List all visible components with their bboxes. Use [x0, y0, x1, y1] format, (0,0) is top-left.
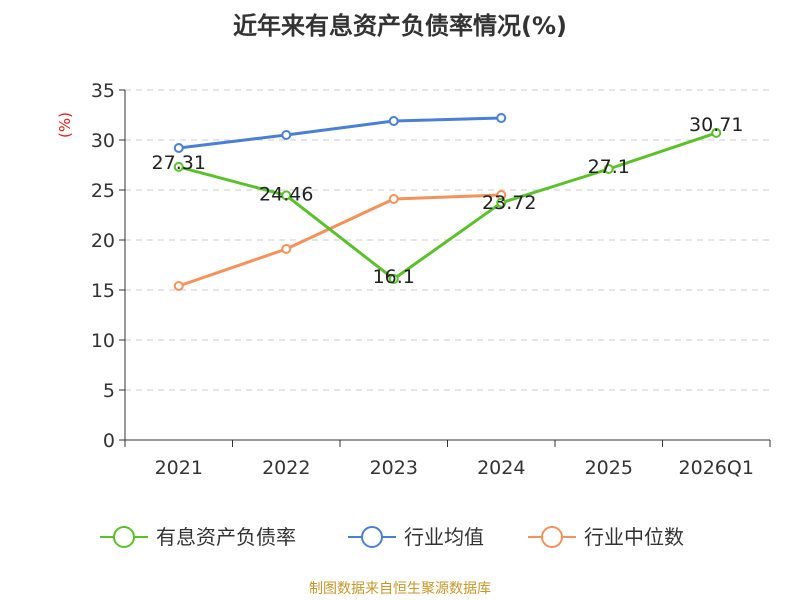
legend-marker — [361, 526, 383, 548]
legend-marker — [113, 526, 135, 548]
data-label: 30.71 — [689, 114, 743, 136]
legend[interactable]: 有息资产负债率 行业均值 行业中位数 — [100, 525, 684, 549]
x-tick-label: 2025 — [585, 457, 633, 479]
data-point — [281, 190, 292, 201]
data-label: 16.1 — [373, 266, 415, 288]
y-tick-label: 30 — [91, 130, 115, 152]
data-point — [173, 281, 184, 291]
series-lines — [173, 113, 722, 291]
series-line — [178, 193, 502, 288]
data-label: 27.31 — [152, 152, 206, 174]
data-labels: 27.31 24.46 16.1 23.72 27.1 30.71 — [152, 114, 744, 288]
data-point — [173, 143, 184, 153]
legend-label: 行业中位数 — [584, 525, 684, 549]
y-tick-label: 15 — [91, 280, 115, 302]
x-tick-label: 2024 — [477, 457, 525, 479]
y-axis-label: (%) — [56, 112, 74, 138]
data-point — [281, 130, 292, 140]
chart-title: 近年来有息资产负债率情况(%) — [233, 12, 567, 40]
x-tick-label: 2021 — [155, 457, 203, 479]
source-note: 制图数据来自恒生聚源数据库 — [309, 581, 491, 597]
legend-label: 行业均值 — [404, 525, 484, 549]
data-point — [388, 116, 399, 126]
x-tick-label: 2023 — [370, 457, 418, 479]
y-tick-label: 0 — [103, 430, 115, 452]
legend-item[interactable]: 有息资产负债率 — [100, 525, 296, 549]
legend-item[interactable]: 行业均值 — [348, 525, 484, 549]
legend-marker — [541, 526, 563, 548]
series-line — [178, 131, 717, 281]
x-tick-label: 2026Q1 — [679, 457, 754, 479]
legend-item[interactable]: 行业中位数 — [528, 525, 684, 549]
series-line — [178, 116, 502, 150]
y-tick-label: 20 — [91, 230, 115, 252]
y-tick-label: 35 — [91, 80, 115, 102]
data-label: 27.1 — [588, 156, 630, 178]
data-point — [711, 127, 722, 138]
data-point — [388, 194, 399, 204]
y-tick-label: 5 — [103, 380, 115, 402]
x-tick-label: 2022 — [262, 457, 310, 479]
data-point — [603, 164, 614, 174]
data-label: 24.46 — [259, 183, 313, 205]
data-point — [496, 113, 507, 123]
data-point — [388, 274, 399, 284]
data-point — [496, 197, 507, 208]
data-point — [281, 244, 292, 254]
y-tick-label: 25 — [91, 180, 115, 202]
y-tick-label: 10 — [91, 330, 115, 352]
data-point — [173, 161, 184, 172]
legend-label: 有息资产负债率 — [156, 525, 296, 549]
data-label: 23.72 — [482, 192, 536, 214]
